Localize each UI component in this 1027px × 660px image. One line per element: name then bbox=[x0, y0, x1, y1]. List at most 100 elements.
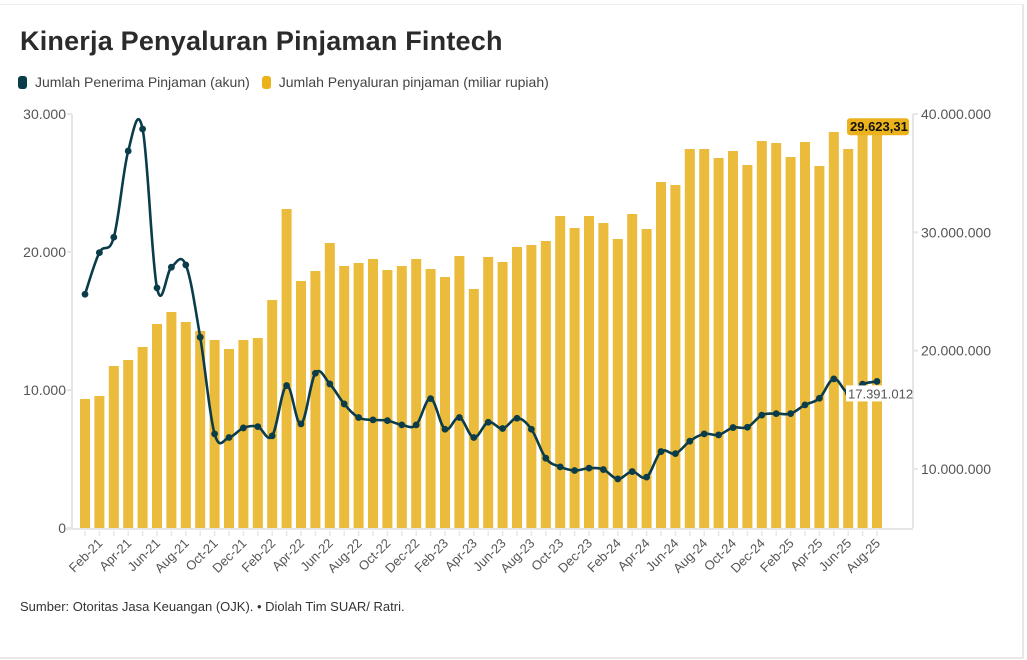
line-point bbox=[384, 417, 391, 424]
line-point bbox=[729, 424, 737, 431]
line-point bbox=[585, 464, 593, 472]
bar bbox=[612, 239, 623, 528]
bar bbox=[713, 157, 724, 529]
line-point bbox=[398, 421, 406, 429]
line-point bbox=[772, 410, 780, 418]
bar bbox=[195, 331, 206, 528]
right-axis-tick-label: 20.000.000 bbox=[921, 343, 991, 359]
legend-swatch-line bbox=[18, 75, 27, 89]
bar bbox=[468, 288, 479, 528]
bar bbox=[843, 148, 854, 528]
line-point bbox=[211, 430, 219, 438]
x-axis-tick-label: Feb-21 bbox=[66, 536, 106, 576]
bar bbox=[627, 213, 638, 528]
line-point bbox=[686, 437, 694, 445]
line-point bbox=[528, 425, 535, 433]
chart-svg: 0 10.000 20.000 30.000 10.000.000 20.000.000 3… bbox=[23, 106, 991, 576]
bar bbox=[108, 366, 119, 528]
line-point bbox=[744, 423, 751, 431]
line-label-bg bbox=[846, 385, 910, 402]
bar bbox=[396, 265, 407, 528]
line-point bbox=[700, 430, 708, 438]
line-point bbox=[614, 475, 622, 483]
bar bbox=[281, 208, 292, 528]
bar bbox=[540, 241, 551, 528]
bar bbox=[137, 346, 148, 528]
line-point bbox=[441, 425, 449, 433]
line-point bbox=[816, 394, 823, 402]
line-point bbox=[456, 414, 463, 421]
bar bbox=[267, 299, 278, 528]
bar bbox=[94, 396, 105, 528]
line-point bbox=[600, 466, 607, 473]
bar bbox=[584, 215, 594, 529]
chart-title: Kinerja Penyaluran Pinjaman Fintech bbox=[20, 26, 503, 56]
line-point bbox=[268, 432, 276, 440]
bar bbox=[771, 142, 782, 528]
bar bbox=[440, 277, 450, 528]
bar bbox=[857, 122, 868, 528]
line-point bbox=[513, 414, 521, 422]
left-axis-tick-label: 30.000 bbox=[23, 106, 66, 122]
bar bbox=[483, 256, 494, 528]
bar bbox=[454, 256, 465, 528]
line-point bbox=[81, 290, 89, 298]
line-point bbox=[643, 473, 650, 481]
bar bbox=[699, 148, 710, 528]
line-point bbox=[326, 380, 334, 388]
line-point bbox=[484, 418, 492, 426]
line-point bbox=[628, 468, 636, 475]
line-point bbox=[240, 424, 247, 432]
line-last-value-label: 17.391.012 bbox=[848, 386, 913, 401]
line-point bbox=[254, 423, 262, 431]
bar bbox=[800, 142, 810, 529]
bar bbox=[252, 338, 263, 528]
line-point bbox=[412, 421, 420, 429]
line-point bbox=[556, 463, 564, 471]
source-note: Sumber: Otoritas Jasa Keuangan (OJK). • … bbox=[20, 599, 405, 614]
bar bbox=[180, 321, 191, 528]
line-point bbox=[715, 431, 722, 439]
bar bbox=[339, 265, 350, 528]
line-point bbox=[297, 420, 305, 428]
line-point bbox=[542, 454, 550, 462]
line-point bbox=[672, 450, 679, 457]
legend-swatch-bar bbox=[261, 75, 271, 89]
line-point bbox=[312, 369, 319, 377]
bar bbox=[641, 228, 652, 528]
right-axis-tick-label: 30.000.000 bbox=[921, 224, 991, 240]
bar bbox=[152, 323, 162, 528]
line-point bbox=[196, 333, 204, 341]
legend-label-bar: Jumlah Penyaluran pinjaman (miliar rupia… bbox=[278, 74, 549, 90]
bar bbox=[123, 359, 134, 528]
bar bbox=[670, 185, 681, 528]
line-point bbox=[355, 414, 362, 421]
bar bbox=[238, 340, 249, 528]
line-point bbox=[369, 416, 377, 424]
bar bbox=[656, 182, 666, 528]
bar bbox=[368, 258, 378, 528]
line-point bbox=[499, 425, 506, 432]
bar bbox=[555, 215, 566, 529]
legend: Jumlah Penerima Pinjaman (akun) Jumlah P… bbox=[18, 74, 549, 90]
bar bbox=[872, 119, 882, 529]
bar bbox=[353, 262, 364, 528]
line-point bbox=[182, 261, 190, 269]
line-point bbox=[225, 434, 233, 441]
bar bbox=[814, 165, 825, 528]
line-point bbox=[283, 382, 290, 389]
bar bbox=[728, 150, 738, 528]
left-axis-tick-label: 20.000 bbox=[23, 244, 66, 260]
bar bbox=[382, 269, 393, 528]
line-point bbox=[758, 411, 766, 419]
bar bbox=[411, 258, 422, 528]
line-point bbox=[427, 395, 434, 402]
bar bbox=[569, 228, 580, 528]
bar bbox=[296, 281, 306, 528]
left-axis-tick-label: 0 bbox=[58, 520, 66, 536]
line-point bbox=[571, 467, 578, 474]
line-point bbox=[139, 125, 147, 133]
line-point bbox=[873, 378, 881, 385]
bar bbox=[80, 398, 90, 528]
bar bbox=[526, 245, 537, 528]
